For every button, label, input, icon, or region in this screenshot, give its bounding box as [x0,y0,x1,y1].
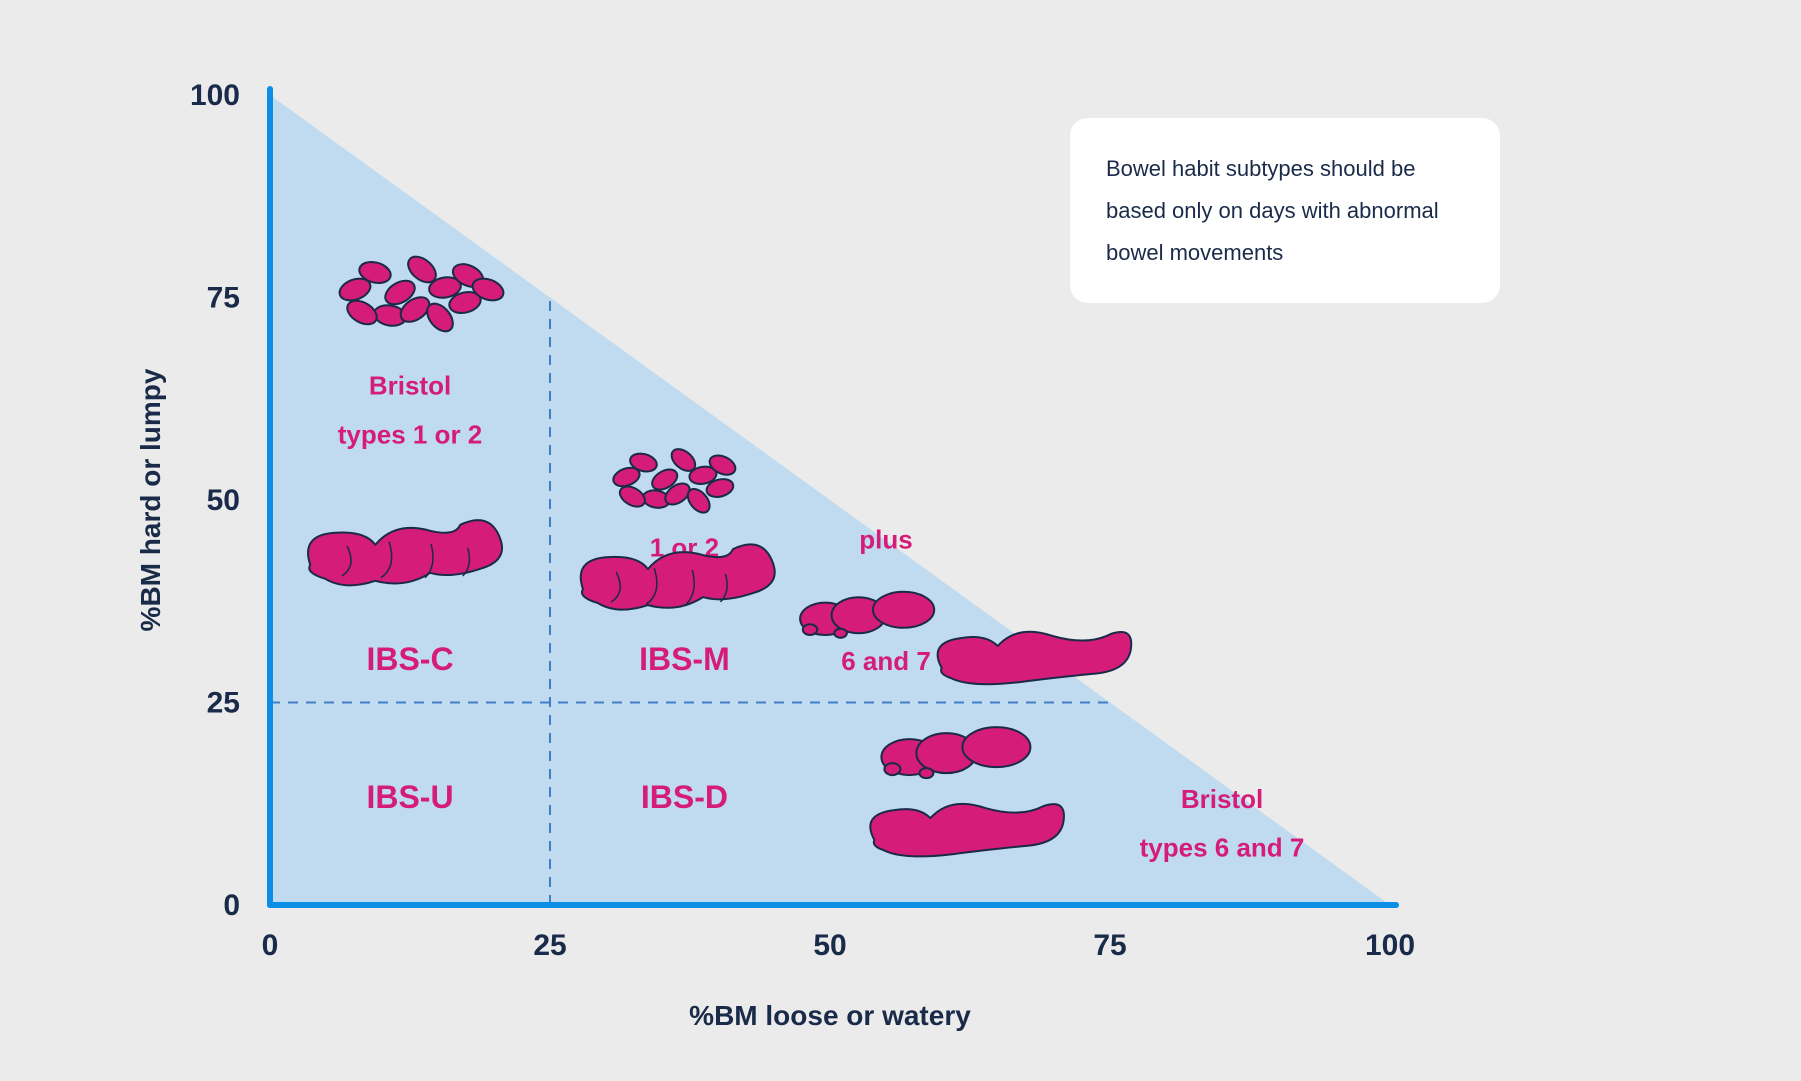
quadrant-label: IBS-M [639,641,730,677]
y-tick-label: 75 [207,282,240,315]
y-tick-label: 25 [207,687,240,720]
x-tick-label: 25 [533,929,566,962]
y-tick-label: 0 [223,889,240,922]
quadrant-label: Bristol [369,371,451,401]
quadrant-label: IBS-C [366,641,453,677]
x-tick-label: 0 [262,929,279,962]
x-tick-label: 75 [1093,929,1126,962]
quadrant-label: plus [859,525,912,555]
x-tick-label: 50 [813,929,846,962]
x-tick-label: 100 [1365,929,1415,962]
y-axis-title: %BM hard or lumpy [135,368,166,631]
quadrant-label: 6 and 7 [841,646,931,676]
ibs-subtype-chart: 0 25 50 75 100 0 25 50 75 100 %BM loose or watery%… [0,0,1801,1081]
quadrant-label: IBS-D [641,779,728,815]
note-box: Bowel habit subtypes should be based onl… [1070,118,1500,303]
quadrant-label: Bristol [1181,784,1263,814]
note-text: Bowel habit subtypes should be based onl… [1106,156,1439,265]
stool-type7-icon [938,632,1132,684]
quadrant-label: types 6 and 7 [1140,832,1305,862]
y-tick-label: 50 [207,484,240,517]
y-tick-label: 100 [190,79,240,112]
quadrant-label: IBS-U [366,779,453,815]
quadrant-label: types 1 or 2 [338,419,483,449]
x-axis-title: %BM loose or watery [689,1000,971,1031]
